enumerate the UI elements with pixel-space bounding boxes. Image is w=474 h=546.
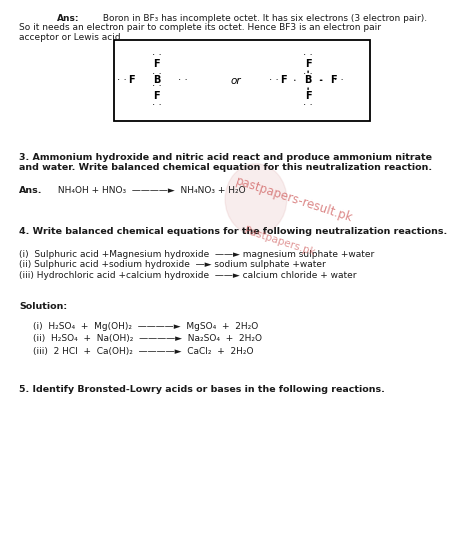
- Text: F: F: [128, 75, 135, 85]
- Text: (iii) Hydrochloric acid +calcium hydroxide  ——► calcium chloride + water: (iii) Hydrochloric acid +calcium hydroxi…: [19, 271, 356, 280]
- Text: · ·: · ·: [303, 69, 313, 79]
- Text: (iii)  2 HCl  +  Ca(OH)₂  ————►  CaCl₂  +  2H₂O: (iii) 2 HCl + Ca(OH)₂ ————► CaCl₂ + 2H₂O: [33, 347, 254, 355]
- Text: · ·: · ·: [303, 100, 313, 110]
- Text: B: B: [153, 75, 160, 85]
- Text: 3. Ammonium hydroxide and nitric acid react and produce ammonium nitrate: 3. Ammonium hydroxide and nitric acid re…: [19, 153, 432, 162]
- Text: F: F: [153, 91, 160, 101]
- Text: · ·: · ·: [152, 100, 161, 110]
- Text: Ans.: Ans.: [19, 186, 43, 194]
- Text: Pastpapers.pk: Pastpapers.pk: [243, 225, 316, 258]
- Text: Boron in BF₃ has incomplete octet. It has six electrons (3 electron pair).: Boron in BF₃ has incomplete octet. It ha…: [100, 14, 427, 22]
- Text: · ·: · ·: [303, 50, 313, 60]
- Text: and water. Write balanced chemical equation for this neutralization reaction.: and water. Write balanced chemical equat…: [19, 163, 432, 172]
- Text: pastpapers-result.pk: pastpapers-result.pk: [234, 174, 354, 224]
- Text: (ii)  H₂SO₄  +  Na(OH)₂  ————►  Na₂SO₄  +  2H₂O: (ii) H₂SO₄ + Na(OH)₂ ————► Na₂SO₄ + 2H₂O: [33, 334, 262, 343]
- Circle shape: [225, 164, 287, 235]
- Text: F: F: [305, 60, 311, 69]
- Text: or: or: [231, 76, 241, 86]
- Text: Ans:: Ans:: [57, 14, 79, 22]
- Text: 5. Identify Bronsted-Lowry acids or bases in the following reactions.: 5. Identify Bronsted-Lowry acids or base…: [19, 385, 385, 394]
- Text: (ii) Sulphuric acid +sodium hydroxide  —► sodium sulphate +water: (ii) Sulphuric acid +sodium hydroxide —►…: [19, 260, 326, 269]
- Text: Solution:: Solution:: [19, 302, 67, 311]
- Text: So it needs an electron pair to complete its octet. Hence BF3 is an electron pai: So it needs an electron pair to complete…: [19, 23, 381, 32]
- Bar: [114, 40, 370, 121]
- Text: (i)  H₂SO₄  +  Mg(OH)₂  ————►  MgSO₄  +  2H₂O: (i) H₂SO₄ + Mg(OH)₂ ————► MgSO₄ + 2H₂O: [33, 322, 258, 330]
- Text: 4. Write balanced chemical equations for the following neutralization reactions.: 4. Write balanced chemical equations for…: [19, 227, 447, 236]
- Text: F: F: [153, 60, 160, 69]
- Text: F: F: [280, 75, 287, 85]
- Text: · ·: · ·: [334, 75, 344, 85]
- Text: · ·: · ·: [118, 75, 127, 85]
- Text: · ·: · ·: [178, 75, 187, 85]
- Text: (i)  Sulphuric acid +Magnesium hydroxide  ——► magnesium sulphate +water: (i) Sulphuric acid +Magnesium hydroxide …: [19, 250, 374, 258]
- Text: F: F: [305, 91, 311, 101]
- Text: · ·: · ·: [152, 81, 161, 91]
- Text: acceptor or Lewis acid.: acceptor or Lewis acid.: [19, 33, 123, 42]
- Text: B: B: [304, 75, 312, 85]
- Text: · ·: · ·: [152, 69, 161, 79]
- Text: F: F: [330, 75, 337, 85]
- Text: NH₄OH + HNO₃  ————►  NH₄NO₃ + H₂O: NH₄OH + HNO₃ ————► NH₄NO₃ + H₂O: [55, 186, 245, 194]
- Text: · ·: · ·: [269, 75, 279, 85]
- Text: · ·: · ·: [152, 50, 161, 60]
